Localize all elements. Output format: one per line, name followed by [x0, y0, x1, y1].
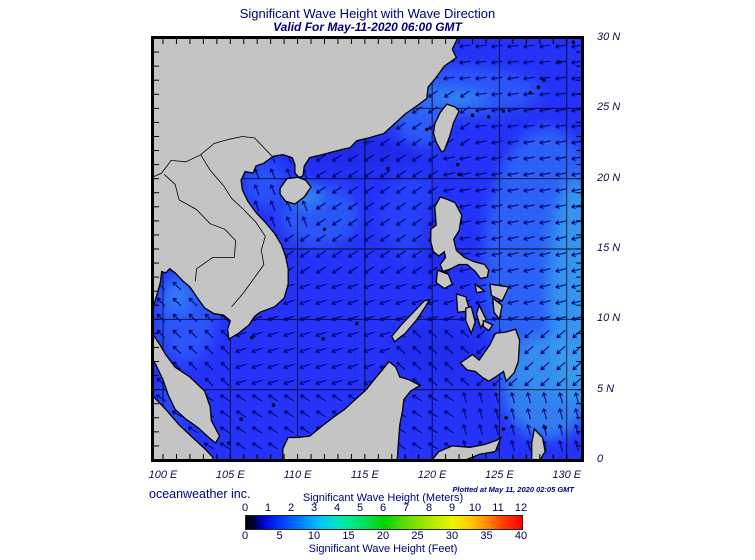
colorbar-meters-tick: 4: [333, 502, 341, 514]
landmass: [474, 282, 487, 294]
colorbar-meters-tick: 1: [264, 502, 272, 514]
colorbar-feet-tick: 5: [276, 530, 283, 542]
colorbar-meters-tick: 3: [310, 502, 318, 514]
colorbar-meters-tick: 2: [287, 502, 295, 514]
landmass: [435, 269, 454, 290]
colorbar-gradient: [245, 515, 523, 530]
landmass: [489, 283, 510, 302]
brand-text: oceanweather inc.: [149, 487, 251, 501]
wave-direction-map: [151, 36, 584, 462]
island-dot: [543, 425, 547, 430]
island-dot: [542, 78, 546, 82]
colorbar-feet-tick: 40: [514, 530, 528, 542]
lon-label: 125 E: [485, 469, 514, 481]
lon-label: 130 E: [552, 469, 582, 481]
island-dot: [504, 416, 508, 420]
island-dot: [571, 40, 576, 44]
colorbar-feet-tick: 25: [411, 530, 424, 542]
lat-label: 20 N: [597, 171, 621, 184]
island-dot: [250, 335, 254, 340]
country-border: [164, 174, 237, 282]
colorbar-feet-tick: 35: [480, 530, 493, 542]
lon-label: 100 E: [148, 469, 178, 481]
landmass: [459, 328, 521, 383]
lon-label: 110 E: [283, 469, 312, 481]
island-dot: [239, 417, 243, 421]
landmass: [465, 305, 476, 336]
island-dot: [501, 427, 506, 431]
lat-label: 25 N: [597, 101, 621, 114]
landmass: [391, 298, 431, 343]
country-border: [200, 154, 266, 307]
colorbar-meters-tick: 0: [241, 502, 249, 514]
landmass: [282, 360, 422, 461]
island-dot: [425, 127, 429, 132]
island-dot: [456, 162, 460, 167]
colorbar-meters-tick: 7: [402, 502, 410, 514]
lon-label: 120 E: [417, 469, 447, 481]
landmass: [491, 296, 503, 321]
lon-label: 115 E: [350, 469, 379, 481]
colorbar-meters-tick: 5: [356, 502, 364, 514]
degree-ticks: [154, 39, 581, 459]
colorbar-meters-tick: 12: [514, 502, 528, 514]
lat-label: 30 N: [597, 31, 621, 43]
landmass: [151, 331, 221, 445]
country-border: [152, 136, 273, 178]
island-dot: [528, 91, 533, 95]
colorbar-title-feet: Significant Wave Height (Feet): [308, 543, 458, 555]
island-dot: [227, 441, 231, 445]
island-dot: [501, 109, 506, 113]
colorbar-meters-tick: 10: [468, 502, 482, 514]
valid-time-subtitle: Valid For May-11-2020 06:00 GMT: [273, 20, 462, 34]
colorbar-feet-tick: 0: [241, 530, 249, 542]
landmass: [432, 103, 460, 153]
island-dot: [386, 167, 390, 171]
island-dot: [321, 337, 325, 341]
lat-label: 10 N: [597, 312, 621, 325]
lat-label: 15 N: [597, 241, 621, 254]
colorbar-meters-tick: 11: [492, 502, 504, 514]
island-dot: [486, 115, 491, 119]
island-dot: [558, 60, 562, 64]
colorbar-title-meters: Significant Wave Height (Meters): [302, 492, 464, 504]
colorbar-feet-tick: 15: [342, 530, 355, 542]
colorbar-meters-tick: 8: [425, 502, 433, 514]
landmass: [430, 196, 490, 280]
colorbar-feet-tick: 30: [445, 530, 459, 542]
island-dot: [355, 321, 359, 326]
colorbar-feet-tick: 20: [376, 530, 390, 542]
landmass: [482, 319, 494, 332]
colorbar-meters-tick: 9: [448, 502, 456, 514]
lat-label: 5 N: [597, 382, 615, 395]
landmass: [151, 37, 459, 341]
colorbar-feet-tick: 10: [307, 530, 321, 542]
island-dot: [470, 113, 475, 118]
island-dot: [536, 85, 541, 89]
plotted-timestamp: Plotted at May 11, 2020 02:05 GMT: [452, 485, 574, 494]
island-dot: [457, 172, 461, 177]
island-dot: [322, 227, 327, 231]
lon-label: 105 E: [215, 469, 245, 481]
landmass: [279, 176, 312, 205]
lat-label: 0: [597, 452, 604, 465]
map-frame: [151, 36, 584, 462]
map-panel: [151, 36, 584, 462]
island-dot: [271, 403, 276, 407]
colorbar-meters-tick: 6: [379, 502, 387, 514]
page-title: Significant Wave Height with Wave Direct…: [239, 6, 496, 21]
landmass: [430, 435, 503, 461]
